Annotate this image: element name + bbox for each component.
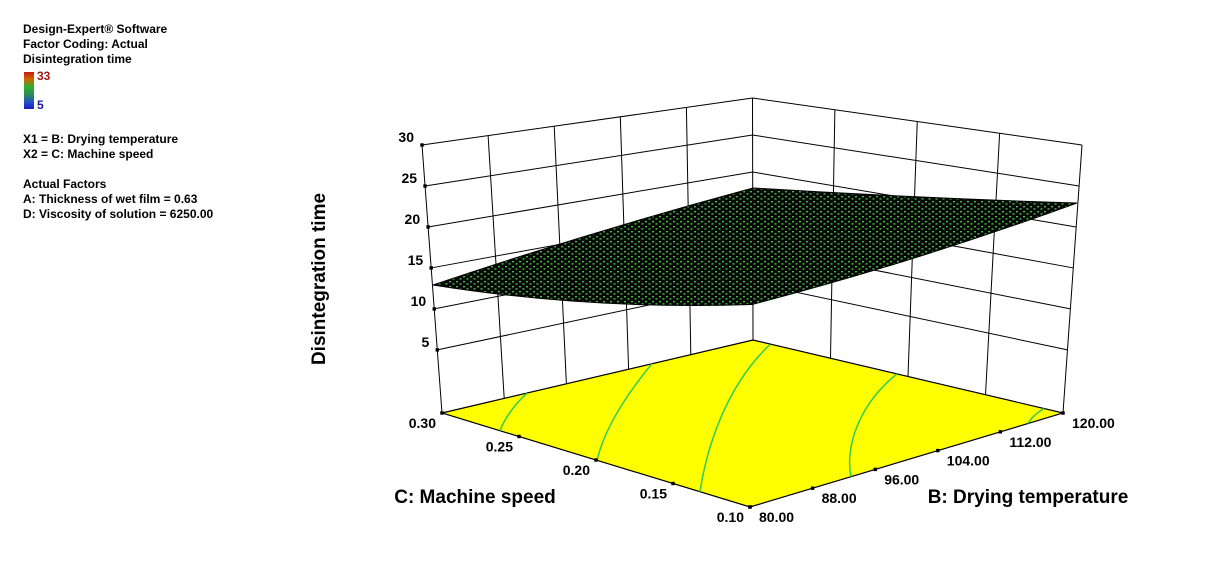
axis-tick-labels: 5 10 15 20 25 30 0.30 0.25 0.20 0.15 0.10 80.00 88.0… <box>398 129 1115 525</box>
axis-tick <box>426 225 430 229</box>
axis-tick <box>1061 411 1065 415</box>
colorbar-min-label: 5 <box>37 98 44 112</box>
axis-tick <box>420 143 424 147</box>
axis-tick-label: 0.15 <box>640 486 667 502</box>
axis-tick <box>810 486 815 490</box>
axis-tick-label: 80.00 <box>759 509 794 525</box>
axis-tick-label: 112.00 <box>1009 434 1051 450</box>
z-axis-title: Disintegration time <box>309 192 330 366</box>
floor-contour-line <box>699 343 771 492</box>
axis-tick <box>998 430 1003 434</box>
x2-assignment-label: X2 = C: Machine speed <box>23 147 154 161</box>
axis-tick <box>936 448 940 453</box>
axis-ticks <box>420 143 1065 509</box>
axis-tick <box>748 505 752 509</box>
axis-tick-label: 0.30 <box>409 415 436 431</box>
axis-tick-label: 104.00 <box>947 453 990 469</box>
axis-tick-label: 30 <box>398 129 414 145</box>
floor-contour-line <box>499 392 528 431</box>
colorbar-gradient <box>24 72 34 109</box>
actual-factor-a-label: A: Thickness of wet film = 0.63 <box>23 192 198 206</box>
floor-contour-line <box>596 363 653 461</box>
axis-tick <box>432 307 436 311</box>
floor-contour-line <box>1027 407 1045 424</box>
response-name-label: Disintegration time <box>23 52 132 66</box>
axis-tick <box>435 348 439 352</box>
factor-coding-label: Factor Coding: Actual <box>23 37 148 51</box>
b-axis-title: B: Drying temperature <box>927 487 1129 508</box>
axis-tick <box>423 184 427 188</box>
colorbar-max-label: 33 <box>37 69 51 83</box>
actual-factors-heading: Actual Factors <box>23 177 107 191</box>
axis-tick-label: 120.00 <box>1072 415 1115 431</box>
axis-tick-label: 88.00 <box>822 490 857 506</box>
axis-tick <box>517 434 521 439</box>
software-title: Design-Expert® Software <box>23 22 168 36</box>
axis-tick <box>873 467 877 472</box>
axis-tick <box>671 481 675 486</box>
actual-factor-d-label: D: Viscosity of solution = 6250.00 <box>23 207 214 221</box>
axis-tick-label: 96.00 <box>884 471 919 487</box>
axis-tick-label: 20 <box>405 211 421 227</box>
c-axis-title: C: Machine speed <box>394 487 556 508</box>
info-panel: Design-Expert® Software Factor Coding: A… <box>23 22 213 222</box>
floor-plane <box>439 339 1066 508</box>
response-surface <box>432 187 1078 306</box>
axis-tick-label: 0.20 <box>563 462 590 478</box>
floor-contour-line <box>848 373 898 477</box>
axis-tick-label: 0.25 <box>486 439 513 455</box>
axis-tick-label: 25 <box>401 170 417 186</box>
axis-tick-label: 0.10 <box>717 509 744 525</box>
axis-tick-label: 5 <box>421 334 429 350</box>
x1-assignment-label: X1 = B: Drying temperature <box>23 132 179 146</box>
axis-tick-label: 15 <box>408 252 424 268</box>
axis-tick <box>440 411 444 415</box>
axis-tick-label: 10 <box>411 293 427 309</box>
axis-tick <box>594 458 598 462</box>
axis-tick <box>429 266 433 270</box>
response-colorbar: 33 5 <box>23 69 83 112</box>
